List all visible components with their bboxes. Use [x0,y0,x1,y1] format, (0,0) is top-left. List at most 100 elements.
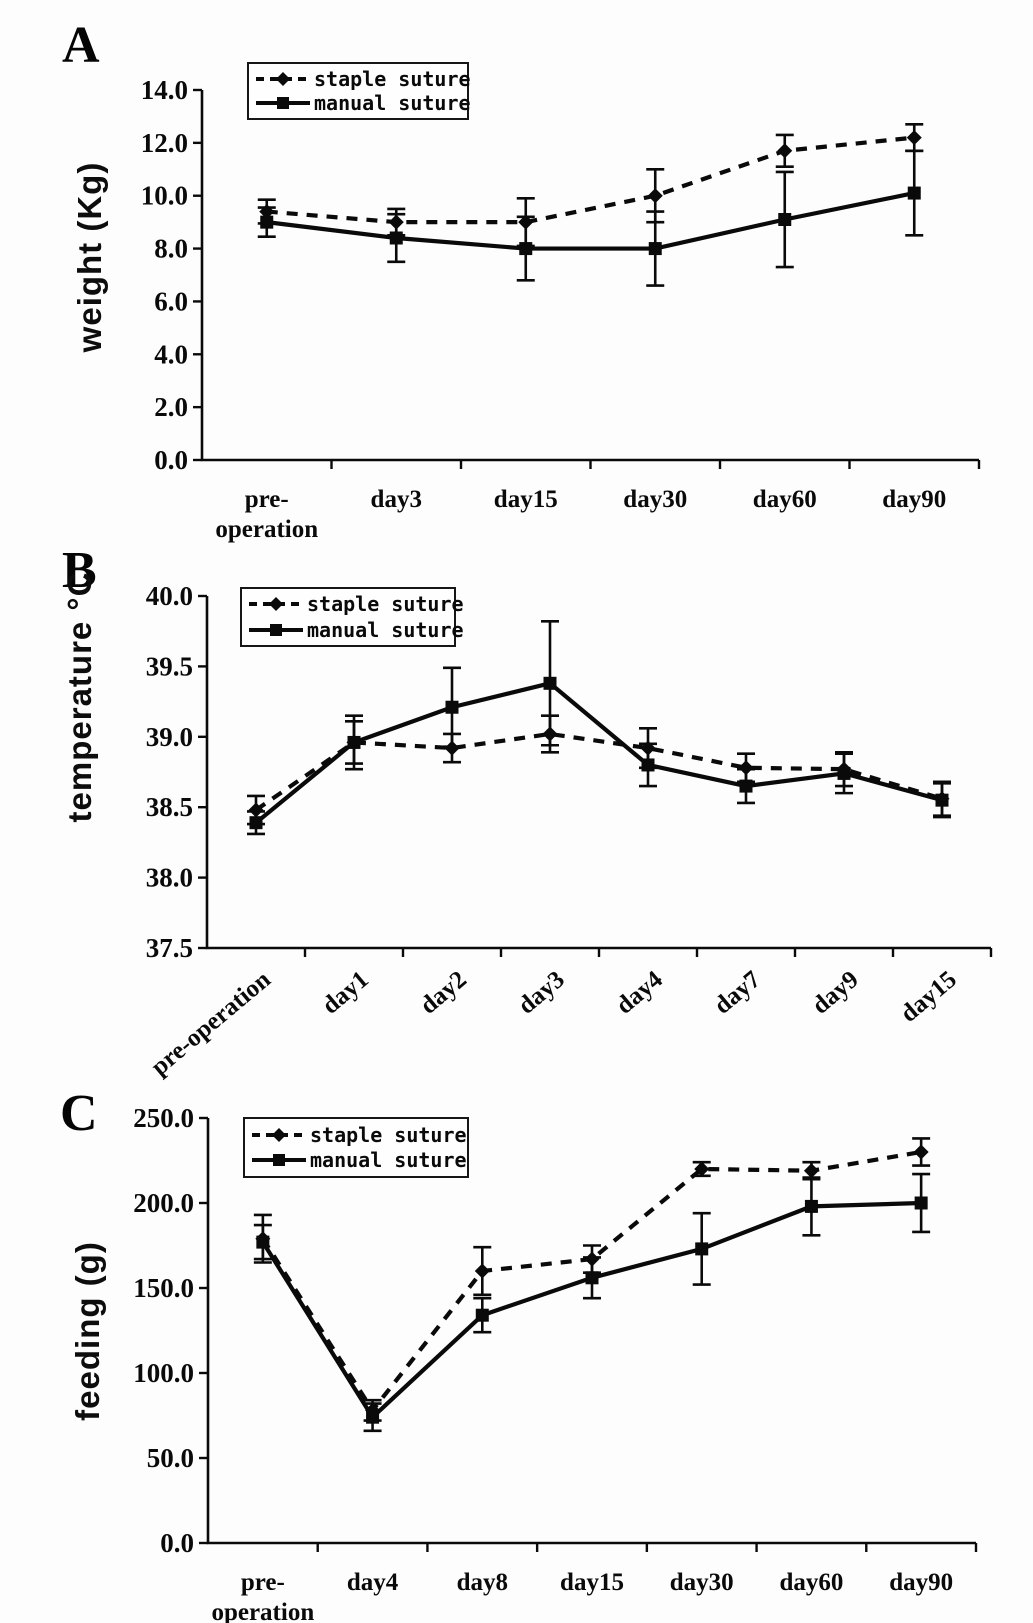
manual-solid-square-icon [252,1154,306,1167]
y-tick-label: 4.0 [154,339,188,369]
diamond-marker [248,802,264,818]
y-tick-label: 2.0 [154,392,188,422]
legend-entry-staple: staple suture [251,1123,467,1147]
axis-lines [200,90,979,462]
diamond-marker [542,726,558,742]
square-marker [907,186,921,200]
legend-label: staple suture [310,1122,467,1147]
series-line-manual-suture [266,191,915,251]
x-category-label: day3 [371,486,422,513]
x-category-label: pre- [245,486,289,513]
x-category-label: pre-operation [146,966,276,1081]
manual-solid-square-icon [256,97,310,110]
series-line-staple-suture [266,135,915,225]
diamond-marker [474,1263,490,1279]
y-tick-label: 6.0 [154,286,188,316]
diamond-marker [906,130,922,146]
square-marker [935,793,949,807]
y-tick-label: 8.0 [154,234,188,264]
x-category-label: day7 [709,966,766,1020]
panel-a-y-axis-title: weight (Kg) [71,161,108,353]
y-tick-label: 40.0 [146,581,193,611]
square-marker [249,816,263,830]
x-category-label: day15 [494,486,558,513]
y-tick-label: 37.5 [146,933,193,963]
x-category-label: day4 [611,966,668,1020]
x-category-label: day60 [753,486,817,513]
staple-dashed-diamond-icon [256,71,310,86]
square-marker [366,1410,380,1424]
legend-label: manual suture [314,91,471,116]
square-marker [804,1199,818,1213]
x-category-label: day15 [560,1569,624,1596]
x-category-label: day2 [415,966,472,1020]
y-tick-label: 39.5 [146,651,193,681]
x-category-label: day1 [317,966,374,1020]
panel-c-letter: C [60,1085,98,1142]
square-marker [778,213,792,226]
x-category-label: day8 [457,1569,508,1596]
square-marker [445,700,459,714]
panel-c-y-axis-title: feeding (g) [69,1241,106,1421]
panel-c-legend: staple suture manual suture [243,1117,469,1178]
panel-b-y-axis-title: temperature °C [61,571,98,823]
diamond-marker [584,1251,600,1267]
x-category-label: day30 [623,486,687,513]
series-line-manual-suture [254,681,943,825]
panel-a-legend: staple suture manual suture [247,62,471,120]
square-marker [389,231,403,245]
y-tick-label: 250.0 [133,1103,194,1133]
x-category-label: operation [215,516,318,543]
x-category-label: day90 [882,486,946,513]
diamond-marker [738,760,754,776]
legend-label: staple suture [307,592,464,617]
x-category-label: day15 [896,966,962,1028]
x-category-label: day90 [889,1569,953,1596]
x-category-label: day3 [513,966,570,1020]
legend-entry-staple: staple suture [255,67,471,91]
legend-label: manual suture [310,1148,467,1173]
y-tick-label: 12.0 [141,128,188,158]
panel-b-legend: staple suture manual suture [240,587,464,647]
legend-label: manual suture [307,617,464,642]
panel-b-letter: B [62,542,97,599]
legend-label: staple suture [314,66,471,91]
y-tick-label: 38.0 [146,863,193,893]
y-tick-label: 100.0 [133,1358,194,1388]
y-tick-label: 200.0 [133,1188,194,1218]
y-tick-label: 50.0 [147,1443,194,1473]
x-category-label: day60 [779,1569,843,1596]
diamond-marker [694,1161,710,1177]
square-marker [837,766,851,780]
square-marker [585,1271,599,1285]
staple-dashed-diamond-icon [249,597,303,612]
diamond-marker [640,740,656,756]
square-marker [695,1242,709,1256]
square-marker [519,242,533,256]
series-line-staple-suture [254,731,943,812]
x-category-label: day30 [670,1569,734,1596]
y-tick-label: 14.0 [141,75,188,105]
legend-entry-manual: manual suture [251,1148,467,1172]
legend-entry-staple: staple suture [248,592,464,616]
x-category-label: day9 [807,966,864,1020]
diamond-marker [647,188,663,204]
square-marker [641,758,655,772]
square-marker [739,779,753,793]
y-tick-label: 39.0 [146,722,193,752]
diamond-marker [444,740,460,756]
y-tick-label: 150.0 [133,1273,194,1303]
legend-entry-manual: manual suture [248,618,464,642]
square-marker [914,1196,928,1210]
square-marker [475,1308,489,1322]
x-category-label: pre- [241,1569,285,1596]
square-marker [543,676,557,690]
staple-dashed-diamond-icon [252,1127,306,1142]
legend-entry-manual: manual suture [255,91,471,115]
diamond-marker [259,204,275,220]
diamond-marker [518,214,534,230]
manual-solid-square-icon [249,623,303,636]
diamond-marker [777,143,793,159]
